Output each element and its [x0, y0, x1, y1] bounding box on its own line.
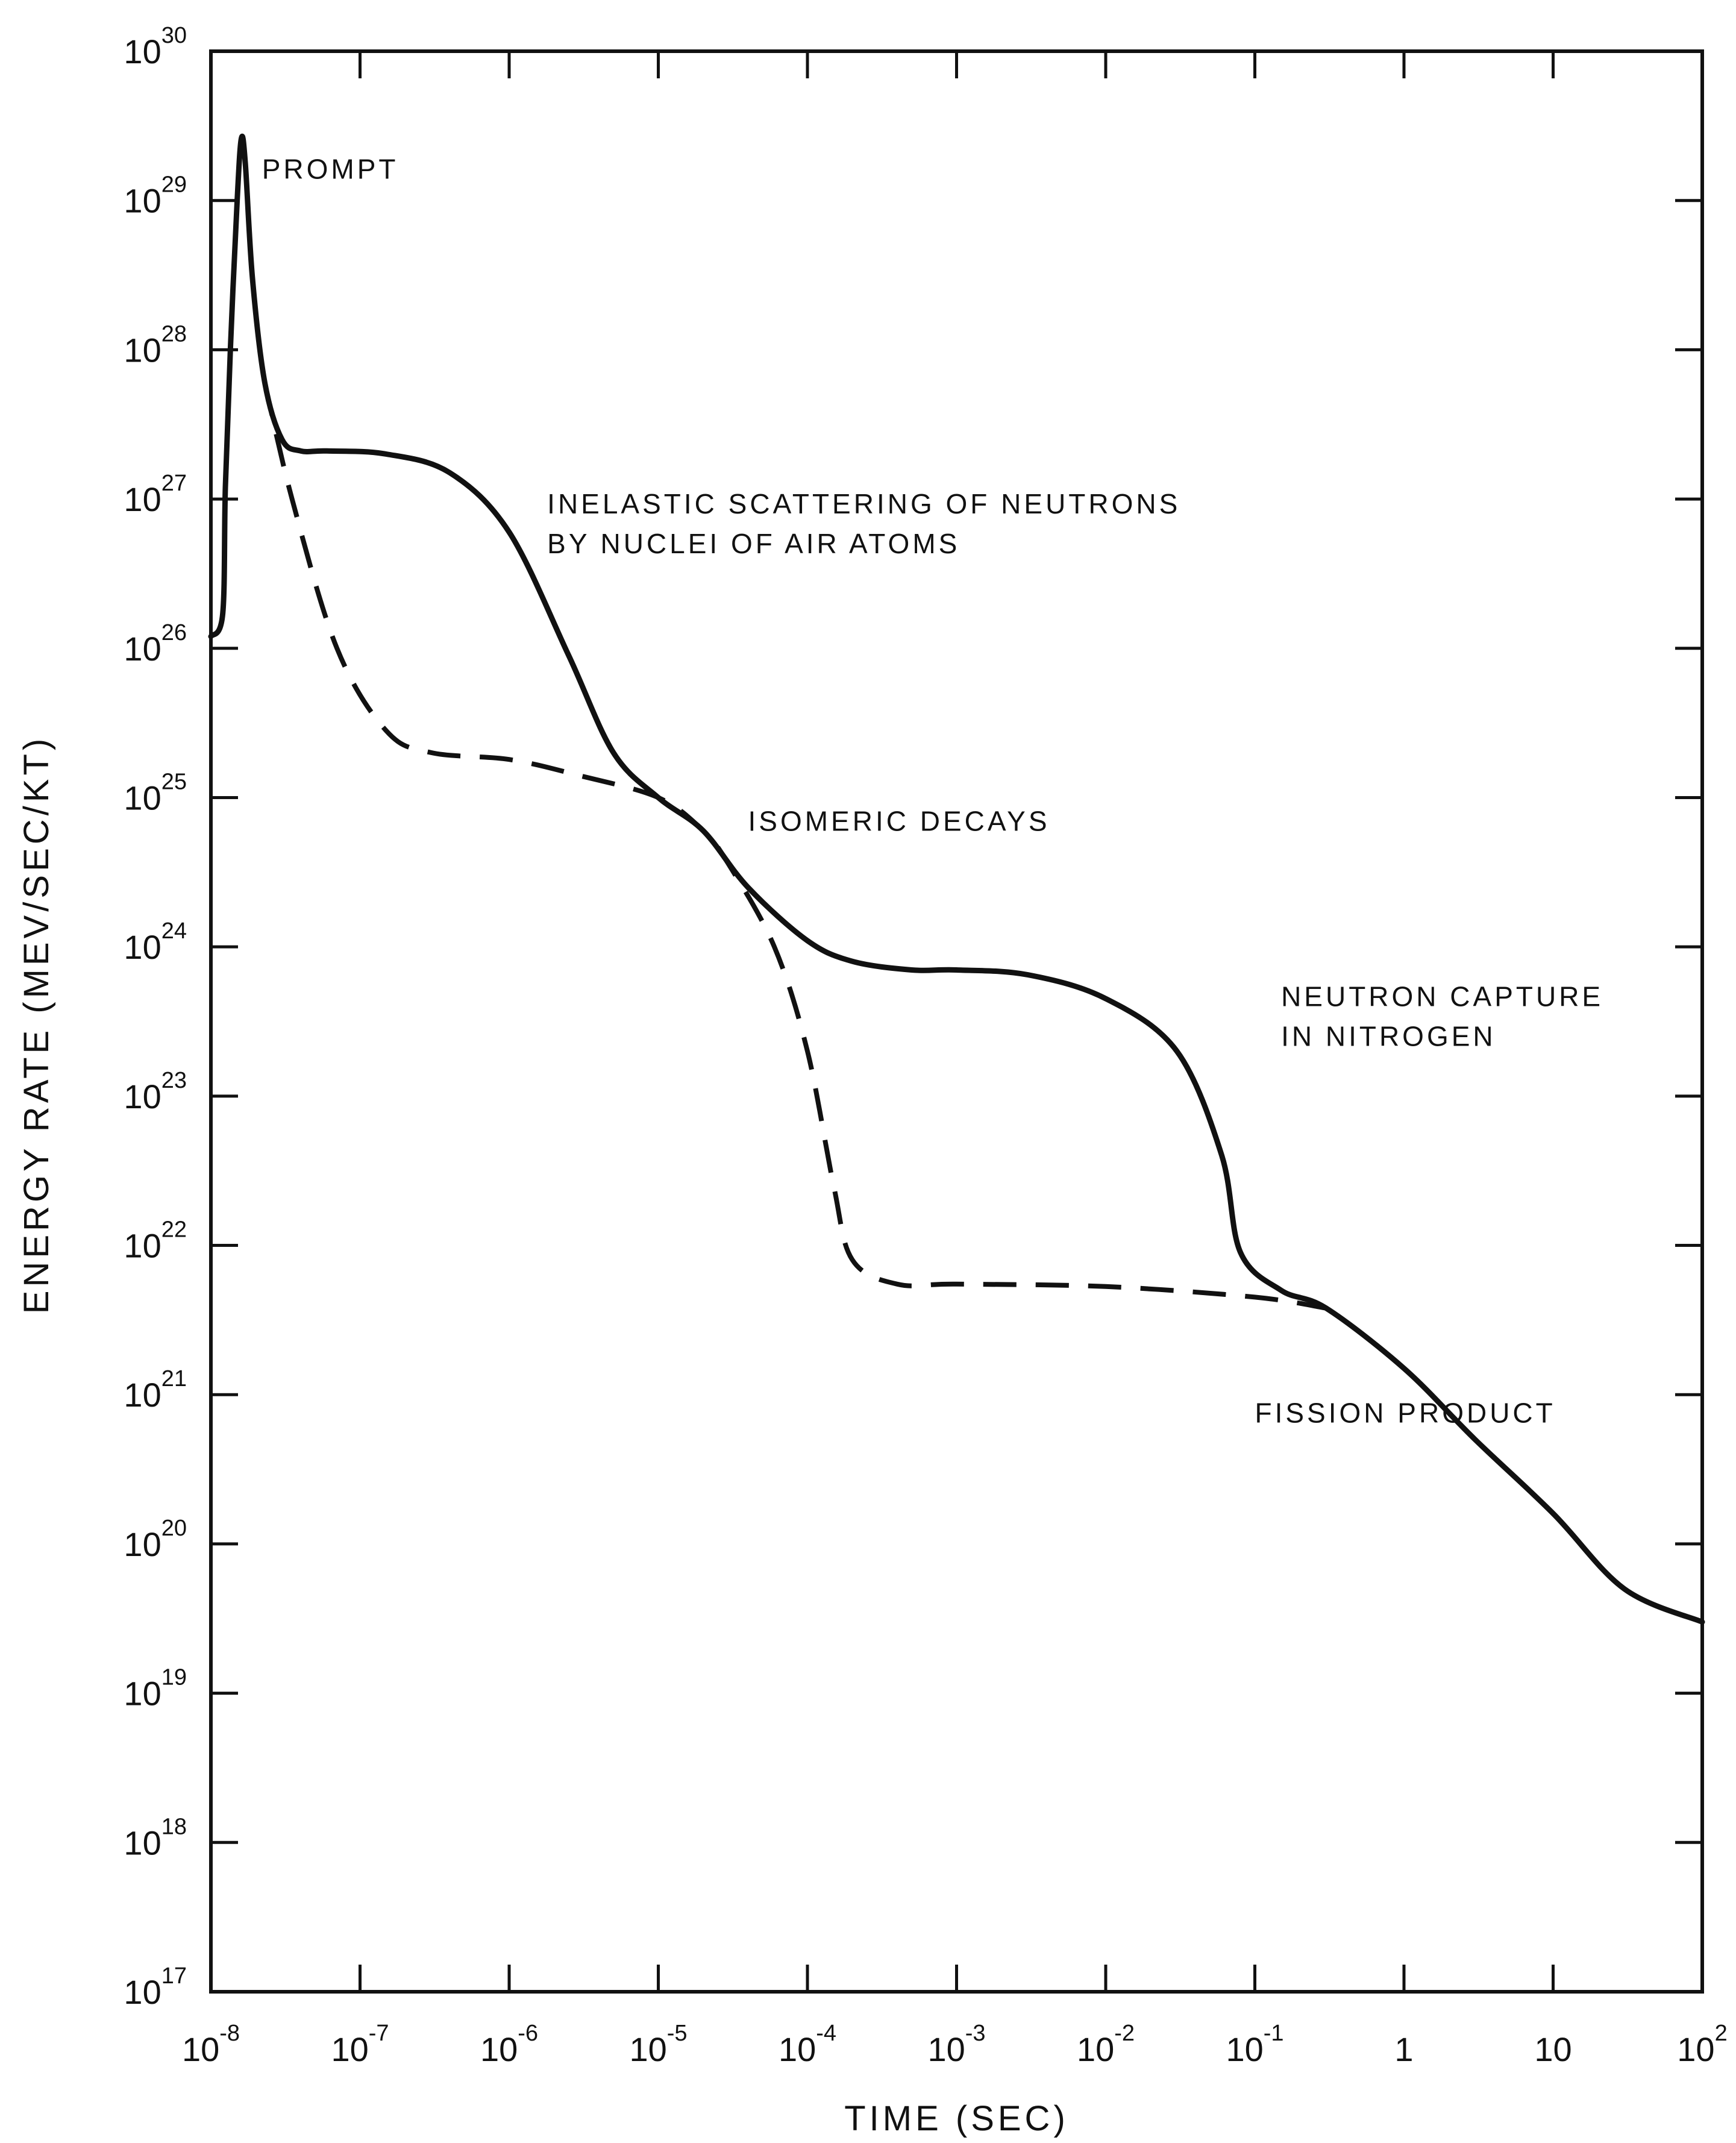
- y-axis-ticks: 1017 1018 1019 1020 1021 1022 1023 1024 1025 1026…: [124, 23, 1702, 2011]
- x-tick-label: 102: [1677, 2021, 1727, 2068]
- annotation-label: NEUTRON CAPTURE: [1281, 981, 1603, 1012]
- y-tick-label: 1021: [124, 1366, 187, 1414]
- annotation-label: FISSION PRODUCT: [1255, 1398, 1556, 1429]
- dashed-curve: [262, 382, 1327, 1311]
- y-tick-label: 1029: [124, 172, 187, 220]
- annotation-layer: PROMPT INELASTIC SCATTERING OF NEUTRONS BY…: [262, 153, 1603, 1429]
- x-tick-label: 10-1: [1226, 2021, 1283, 2068]
- x-tick-label: 10: [1534, 2030, 1571, 2068]
- y-tick-label: 1027: [124, 471, 187, 518]
- annotation-label: IN NITROGEN: [1281, 1021, 1496, 1052]
- x-tick-label: 10-8: [182, 2021, 240, 2068]
- solid-curve: [208, 133, 1705, 1625]
- x-tick-label: 10-4: [779, 2021, 836, 2068]
- annotation-label: ISOMERIC DECAYS: [748, 805, 1050, 836]
- y-tick-label: 1018: [124, 1814, 187, 1862]
- y-tick-label: 1023: [124, 1068, 187, 1115]
- annotation-label: INELASTIC SCATTERING OF NEUTRONS: [547, 488, 1180, 519]
- y-tick-label: 1030: [124, 23, 187, 71]
- y-tick-label: 1028: [124, 321, 187, 369]
- x-tick-label: 10-5: [629, 2021, 687, 2068]
- annotation-label: PROMPT: [262, 153, 399, 184]
- y-tick-label: 1019: [124, 1665, 187, 1713]
- x-tick-label: 10-7: [331, 2021, 389, 2068]
- x-tick-label: 1: [1394, 2030, 1413, 2068]
- y-tick-label: 1026: [124, 620, 187, 668]
- y-tick-label: 1024: [124, 918, 187, 966]
- x-tick-label: 10-2: [1077, 2021, 1135, 2068]
- x-axis-title: TIME (SEC): [844, 2099, 1069, 2138]
- y-tick-label: 1017: [124, 1963, 187, 2011]
- y-axis-title: ENERGY RATE (MEV/SEC/KT): [17, 735, 56, 1314]
- y-tick-label: 1025: [124, 769, 187, 817]
- x-axis-ticks: 10-8 10-7 10-6 10-5 10-4 10-3 10-2 10-1 1 10 102: [182, 51, 1728, 2068]
- annotation-label: BY NUCLEI OF AIR ATOMS: [547, 528, 960, 559]
- x-tick-label: 10-6: [480, 2021, 538, 2068]
- series-layer: [208, 133, 1705, 1625]
- y-tick-label: 1022: [124, 1217, 187, 1265]
- x-tick-label: 10-3: [927, 2021, 985, 2068]
- y-tick-label: 1020: [124, 1516, 187, 1563]
